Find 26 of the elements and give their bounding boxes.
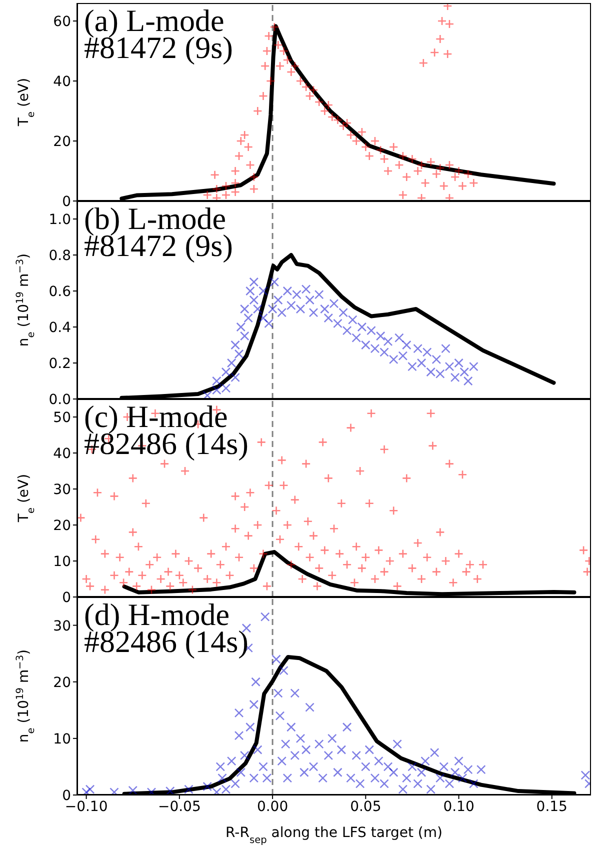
x-tick-label: 0.15 (536, 798, 568, 815)
y-tick-label: 50 (53, 410, 71, 426)
y-tick-label: 0.8 (48, 248, 71, 264)
y-tick-label: 1.0 (48, 212, 71, 228)
y-tick-label: 10 (53, 731, 71, 748)
y-tick-label: 0.4 (48, 320, 72, 336)
y-tick-label: 0.2 (48, 356, 71, 372)
y-tick-label: 0 (62, 788, 71, 804)
y-tick-label: 20 (53, 134, 71, 150)
y-tick-label: 0.0 (48, 392, 71, 408)
y-tick-label: 0 (62, 194, 71, 210)
y-tick-label: 20 (53, 674, 71, 691)
y-tick-label: 40 (53, 74, 71, 90)
x-tick-label: −0.05 (158, 798, 201, 815)
x-tick-label: 0.00 (256, 798, 288, 815)
y-tick-label: 20 (53, 518, 71, 534)
y-tick-label: 10 (53, 554, 71, 570)
y-tick-label: 30 (53, 618, 71, 634)
x-tick-label: 0.05 (350, 798, 382, 815)
y-tick-label: 60 (53, 14, 71, 30)
y-tick-label: 0.6 (48, 284, 72, 300)
x-axis-title: R-R$_{sep}$ along the LFS target (m) (226, 825, 442, 846)
x-tick-label: 0.10 (443, 798, 474, 815)
y-tick-label: 40 (53, 446, 71, 462)
y-tick-label: 0 (62, 590, 71, 606)
y-tick-label: 30 (53, 482, 71, 498)
